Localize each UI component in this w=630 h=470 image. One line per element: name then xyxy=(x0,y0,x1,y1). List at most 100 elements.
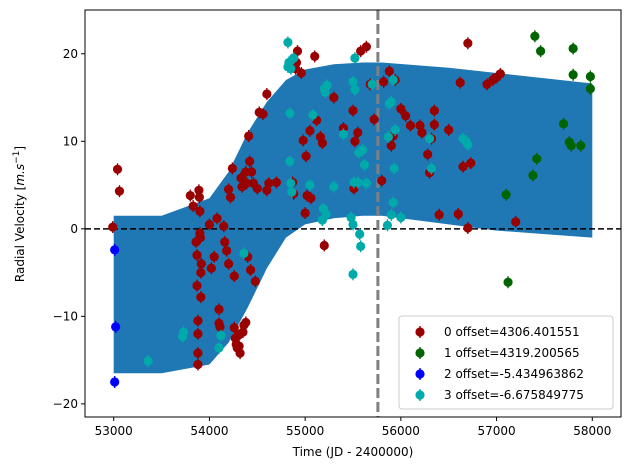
data-point xyxy=(434,210,444,220)
data-point xyxy=(219,221,229,231)
data-point xyxy=(453,209,463,219)
data-point xyxy=(212,213,222,223)
x-tick-label: 54000 xyxy=(190,424,228,438)
legend-box xyxy=(398,315,614,410)
data-point xyxy=(285,156,295,167)
legend-items: 0 offset=4306.401551 1 offset=4319.200565… xyxy=(415,325,584,402)
data-point xyxy=(386,210,396,220)
data-point xyxy=(429,106,439,116)
data-point xyxy=(379,77,389,87)
y-axis-ticks: −20 −10 0 10 20 xyxy=(53,47,85,411)
data-point xyxy=(206,263,216,273)
data-point xyxy=(396,212,406,223)
y-tick-label: 20 xyxy=(63,47,78,61)
x-axis-ticks: 53000 54000 55000 56000 57000 58000 xyxy=(95,417,611,438)
data-point xyxy=(317,138,327,148)
data-point xyxy=(196,259,206,269)
data-point xyxy=(390,125,400,135)
data-point xyxy=(386,141,396,151)
data-point xyxy=(245,156,255,167)
data-point xyxy=(424,134,435,144)
data-point xyxy=(214,304,224,314)
data-point xyxy=(195,206,205,216)
data-point xyxy=(112,164,123,174)
data-point xyxy=(286,178,296,188)
data-point xyxy=(361,178,371,188)
legend-marker xyxy=(415,327,425,337)
data-point xyxy=(225,192,236,202)
data-point xyxy=(306,193,316,203)
data-point xyxy=(286,64,296,74)
data-point xyxy=(246,167,257,177)
data-point xyxy=(536,46,546,56)
data-point xyxy=(108,222,118,232)
y-tick-label: 10 xyxy=(63,134,78,148)
y-axis-label-exponent: −1 xyxy=(12,151,22,164)
data-point xyxy=(369,114,379,125)
data-point xyxy=(350,53,360,63)
data-point xyxy=(262,89,272,99)
data-point xyxy=(417,127,427,138)
data-point xyxy=(234,341,244,351)
y-axis-label: Radial Velocity [m.s−1] xyxy=(12,146,27,282)
data-point xyxy=(458,162,468,172)
data-point xyxy=(194,192,204,202)
data-point xyxy=(196,292,206,302)
data-point xyxy=(258,109,268,119)
data-point xyxy=(558,119,569,129)
data-point xyxy=(405,120,416,131)
data-point xyxy=(463,140,473,150)
model-band xyxy=(113,62,593,374)
plot-frame xyxy=(84,9,622,418)
data-point xyxy=(178,327,189,337)
data-point xyxy=(283,37,293,47)
data-point xyxy=(235,348,245,358)
data-point xyxy=(215,322,225,332)
y-tick-label: −20 xyxy=(53,397,78,411)
data-point xyxy=(305,126,315,136)
data-point xyxy=(193,359,203,370)
data-point xyxy=(193,348,203,358)
data-point xyxy=(585,71,595,82)
data-point xyxy=(566,141,576,151)
data-point xyxy=(110,377,120,387)
data-point xyxy=(444,125,454,135)
x-tick-label: 53000 xyxy=(95,424,133,438)
data-point xyxy=(229,323,239,333)
data-point xyxy=(114,186,125,196)
data-point xyxy=(329,182,339,192)
legend-item-0: 0 offset=4306.401551 xyxy=(415,325,580,339)
data-point xyxy=(348,77,358,87)
data-point xyxy=(329,92,339,103)
data-point xyxy=(383,132,394,142)
data-point xyxy=(367,79,377,89)
legend-label: 1 offset=4319.200565 xyxy=(444,346,580,360)
legend-marker xyxy=(415,348,425,358)
data-point xyxy=(111,322,121,332)
data-point xyxy=(528,170,538,181)
series-2 xyxy=(110,243,121,388)
data-point xyxy=(348,106,358,116)
legend: 0 offset=4306.401551 1 offset=4319.200565… xyxy=(398,315,614,410)
legend-label: 2 offset=-5.434963862 xyxy=(444,367,584,381)
data-point xyxy=(222,246,232,256)
data-point xyxy=(209,252,219,262)
legend-marker xyxy=(415,369,425,379)
legend-label: 0 offset=4306.401551 xyxy=(444,325,580,339)
data-point xyxy=(242,178,252,188)
data-point xyxy=(192,250,202,260)
y-axis-label-unit: m.s xyxy=(13,164,27,186)
data-point xyxy=(227,163,237,174)
data-point xyxy=(262,185,272,195)
data-point xyxy=(501,190,511,200)
data-point xyxy=(244,131,254,141)
data-point xyxy=(110,245,120,255)
data-point xyxy=(396,104,406,114)
data-point xyxy=(319,240,329,251)
data-point xyxy=(429,120,439,130)
data-point xyxy=(195,232,205,243)
legend-label: 3 offset=-6.675849775 xyxy=(444,388,584,402)
data-point xyxy=(192,281,202,291)
data-point xyxy=(220,237,230,247)
